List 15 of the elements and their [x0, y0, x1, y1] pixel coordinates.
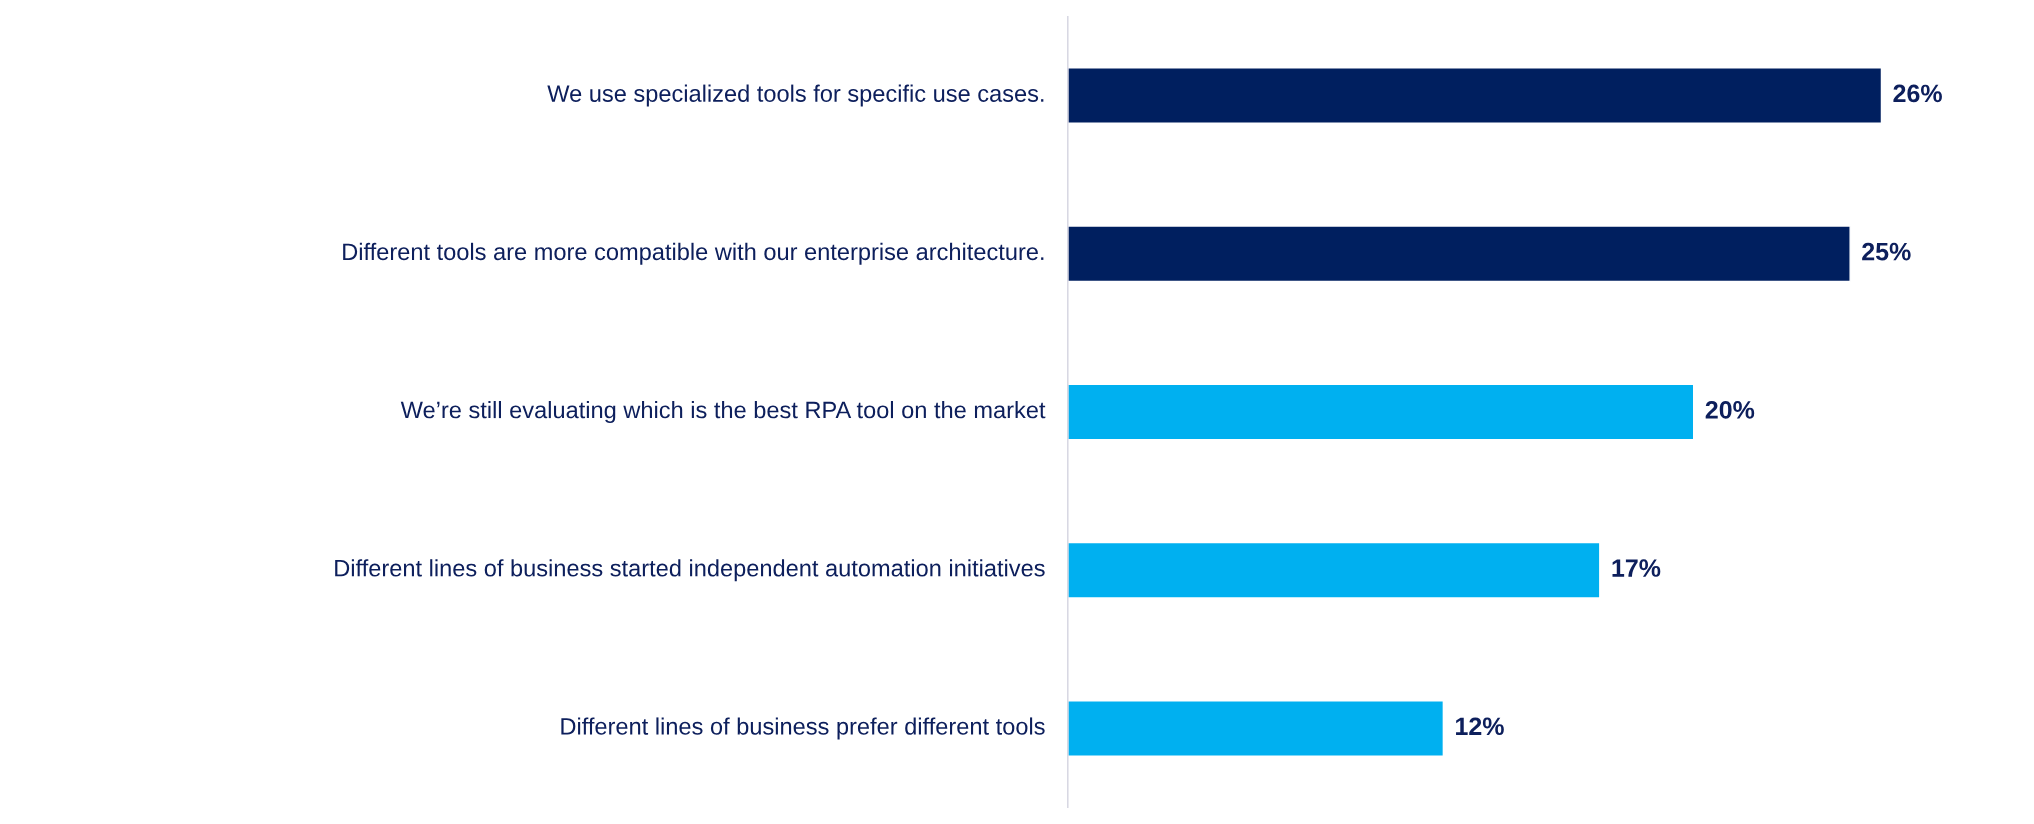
- bar: [1067, 225, 1851, 283]
- data-label: 20%: [1705, 401, 1755, 419]
- bar: [1067, 541, 1601, 599]
- data-label: 12%: [1456, 717, 1504, 736]
- data-label: 17%: [1612, 559, 1661, 577]
- bar: [1067, 383, 1695, 441]
- bar: [1067, 67, 1883, 124]
- data-label: 26%: [1893, 84, 1942, 103]
- data-label: 25%: [1862, 242, 1911, 261]
- y-tick-label: Different lines of business prefer different tools: [561, 717, 1045, 740]
- y-tick-label: Different tools are more compatible with our enterprise architecture.: [343, 242, 1044, 265]
- bar: [1067, 700, 1445, 757]
- y-tick-label: Different lines of business started independent automation initiatives: [335, 559, 1045, 582]
- y-tick-label: We use specialized tools for specific use cases.: [547, 84, 1044, 107]
- y-tick-label: We’re still evaluating which is the best RPA tool on the market: [400, 400, 1046, 423]
